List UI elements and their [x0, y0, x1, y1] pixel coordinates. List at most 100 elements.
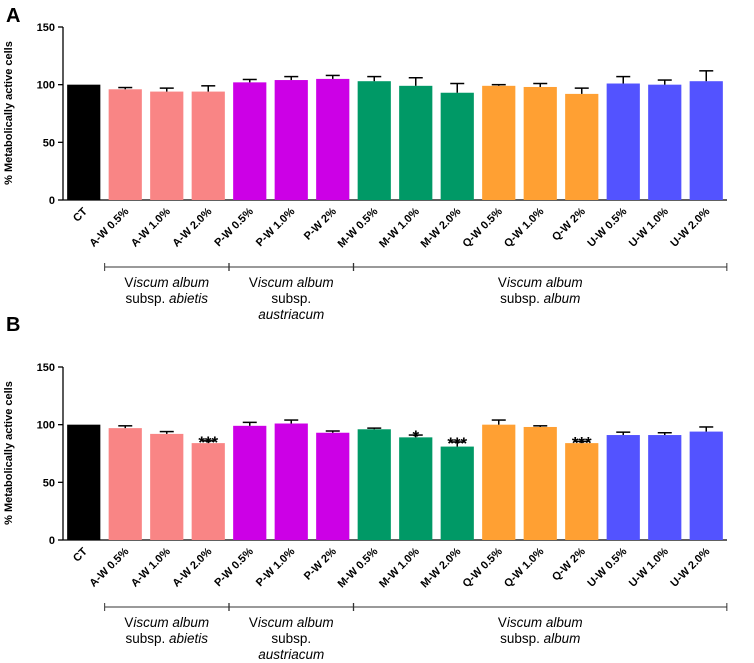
x-tick-label: U-W 2.0%: [668, 205, 712, 249]
significance-label: ***: [572, 433, 592, 452]
x-tick-label: A-W 0.5%: [87, 545, 131, 589]
y-axis-label: % Metabolically active cells: [3, 381, 15, 525]
group-subspecies-name: austriacum: [258, 307, 324, 322]
bar-item: [648, 84, 682, 200]
group-subspecies-label: subsp. abietis: [125, 291, 208, 306]
x-tick-label: U-W 2.0%: [668, 545, 712, 589]
x-tick-label: P-W 2%: [302, 545, 339, 582]
x-tick-label: M-W 0.5%: [336, 205, 381, 250]
x-tick-label: Q-W 2%: [550, 205, 588, 243]
panel-letter: B: [6, 314, 20, 336]
bar-item: [399, 437, 433, 540]
y-tick-label: 100: [37, 420, 55, 432]
y-tick-label: 100: [37, 80, 55, 92]
bar-item: [482, 85, 516, 200]
y-tick-label: 150: [37, 22, 55, 34]
bar-item: [357, 429, 391, 540]
x-tick-label: Q-W 2%: [550, 545, 588, 583]
y-tick-label: 150: [37, 362, 55, 374]
x-tick-label: Q-W 1.0%: [502, 205, 547, 250]
bar-item: [150, 91, 184, 200]
x-tick-label: M-W 2.0%: [419, 205, 464, 250]
x-tick-label: CT: [71, 205, 90, 224]
x-tick-label: P-W 0.5%: [212, 205, 256, 249]
bar-ct: [67, 424, 101, 540]
group-species-label: Viscum album: [498, 275, 583, 290]
bar-item: [565, 93, 599, 200]
y-tick-label: 0: [49, 535, 55, 547]
x-tick-label: P-W 2%: [302, 205, 339, 242]
x-tick-label: A-W 1.0%: [129, 545, 173, 589]
group-subspecies-label: subsp.: [271, 291, 311, 306]
bar-item: [606, 83, 640, 200]
bar-item: [689, 431, 723, 540]
group-species-label: Viscum album: [124, 615, 209, 630]
x-tick-label: A-W 0.5%: [87, 205, 131, 249]
group-species-label: Viscum album: [124, 275, 209, 290]
x-tick-label: A-W 2.0%: [170, 205, 214, 249]
bar-item: [689, 81, 723, 200]
group-subspecies-label: subsp.: [271, 631, 311, 646]
x-tick-label: Q-W 0.5%: [461, 205, 506, 250]
bar-item: [357, 81, 391, 200]
group-bracket: [228, 263, 354, 271]
bar-item: [399, 85, 433, 200]
bar-item: [648, 435, 682, 540]
group-species-label: Viscum album: [249, 615, 334, 630]
bar-item: [108, 428, 142, 540]
y-axis-label: % Metabolically active cells: [3, 41, 15, 185]
panel-b: B % Metabolically active cells 0 50 100 150 CT…: [3, 314, 728, 662]
x-tick-label: U-W 1.0%: [627, 205, 671, 249]
significance-label: *: [412, 427, 419, 446]
significance-label: ***: [447, 434, 467, 453]
x-tick-label: P-W 0.5%: [212, 545, 256, 589]
bar-item: [523, 426, 557, 540]
x-tick-label: Q-W 1.0%: [502, 545, 547, 590]
panel-a: A % Metabolically active cells 0 50 100 150 CT…: [3, 5, 728, 322]
group-bracket: [104, 603, 230, 611]
bar-item: [565, 443, 599, 540]
x-tick-label: P-W 1.0%: [254, 205, 298, 249]
y-tick-label: 50: [43, 477, 55, 489]
x-tick-label: P-W 1.0%: [254, 545, 298, 589]
group-bracket: [353, 603, 728, 611]
x-tick-label: U-W 0.5%: [585, 205, 629, 249]
x-tick-label: M-W 0.5%: [336, 545, 381, 590]
bar-item: [233, 82, 267, 200]
bar-item: [316, 432, 350, 540]
bar-item: [482, 424, 516, 540]
group-bracket: [104, 263, 230, 271]
panel-letter: A: [6, 5, 20, 27]
y-tick-label: 50: [43, 137, 55, 149]
x-tick-label: A-W 2.0%: [170, 545, 214, 589]
y-tick-label: 0: [49, 195, 55, 207]
bar-item: [523, 86, 557, 200]
group-species-label: Viscum album: [249, 275, 334, 290]
group-subspecies-name: austriacum: [258, 647, 324, 662]
bar-item: [150, 433, 184, 540]
group-bracket: [353, 263, 728, 271]
x-tick-label: A-W 1.0%: [129, 205, 173, 249]
bar-item: [274, 80, 308, 200]
group-subspecies-label: subsp. abietis: [125, 631, 208, 646]
x-tick-label: M-W 1.0%: [377, 205, 422, 250]
bar-item: [233, 425, 267, 540]
bar-item: [274, 423, 308, 540]
group-subspecies-label: subsp. album: [500, 291, 580, 306]
bar-item: [191, 443, 225, 540]
x-tick-label: U-W 0.5%: [585, 545, 629, 589]
group-subspecies-label: subsp. album: [500, 631, 580, 646]
significance-label: ***: [198, 433, 218, 452]
group-species-label: Viscum album: [498, 615, 583, 630]
bar-item: [191, 91, 225, 200]
x-tick-label: M-W 1.0%: [377, 545, 422, 590]
x-tick-label: U-W 1.0%: [627, 545, 671, 589]
group-bracket: [228, 603, 354, 611]
bar-ct: [67, 84, 101, 200]
bar-item: [440, 92, 474, 200]
bar-item: [440, 446, 474, 540]
bar-item: [108, 89, 142, 200]
x-tick-label: Q-W 0.5%: [461, 545, 506, 590]
bar-item: [606, 435, 640, 540]
